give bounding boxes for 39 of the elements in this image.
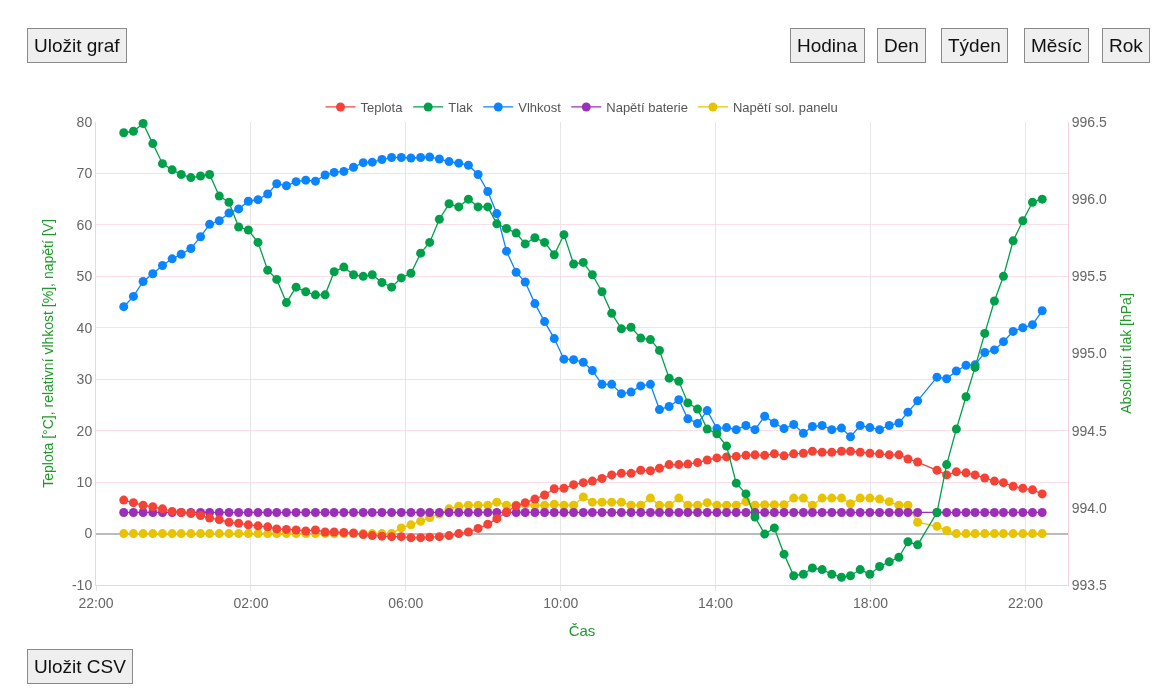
x-tick-label: 22:00 xyxy=(1007,594,1044,611)
y-tick-label: -10 xyxy=(71,576,93,593)
text: Den xyxy=(884,35,919,56)
y2-tick-label: 994.0 xyxy=(1071,499,1108,516)
x-tick-label: 18:00 xyxy=(852,594,889,611)
y-axis-title: Teplota [°C], relativní vlhkost [%], napětí [V] xyxy=(39,219,56,488)
x-tick-label: 06:00 xyxy=(388,594,424,611)
y-tick-label: 70 xyxy=(76,165,93,182)
legend-label: Teplota xyxy=(360,100,404,116)
x-tick-label: 02:00 xyxy=(233,594,269,611)
legend-label: Tlak xyxy=(448,100,474,116)
text: Měsíc xyxy=(1031,35,1082,56)
x-tick-label: 22:00 xyxy=(78,594,114,611)
text: Týden xyxy=(948,35,1001,56)
y2-axis-title: Absolutní tlak [hPa] xyxy=(1118,293,1135,414)
y-tick-label: 40 xyxy=(76,319,93,336)
y-tick-label: 10 xyxy=(76,474,93,491)
x-tick-label: 10:00 xyxy=(543,594,579,611)
y-tick-label: 50 xyxy=(76,268,93,285)
y2-tick-label: 996.5 xyxy=(1071,113,1108,130)
text: Hodina xyxy=(797,35,858,56)
legend-label: Napětí baterie xyxy=(606,100,688,116)
y-tick-label: 30 xyxy=(76,371,93,388)
legend-label: Vlhkost xyxy=(518,100,562,116)
y2-tick-label: 993.5 xyxy=(1071,576,1108,593)
y-tick-label: 80 xyxy=(76,113,93,130)
legend-label: Napětí sol. panelu xyxy=(732,100,838,116)
text: Rok xyxy=(1109,35,1144,56)
y2-tick-label: 994.5 xyxy=(1071,422,1108,439)
text: Uložit CSV xyxy=(34,656,127,677)
y-tick-label: 0 xyxy=(84,525,93,542)
x-axis-title: Čas xyxy=(568,621,596,639)
y2-tick-label: 995.5 xyxy=(1071,268,1108,285)
y2-tick-label: 996.0 xyxy=(1071,191,1108,208)
y-tick-label: 60 xyxy=(76,216,93,233)
x-tick-label: 14:00 xyxy=(698,594,734,611)
y2-tick-label: 995.0 xyxy=(1071,345,1108,362)
y-tick-label: 20 xyxy=(76,422,93,439)
text: Uložit graf xyxy=(34,35,121,56)
